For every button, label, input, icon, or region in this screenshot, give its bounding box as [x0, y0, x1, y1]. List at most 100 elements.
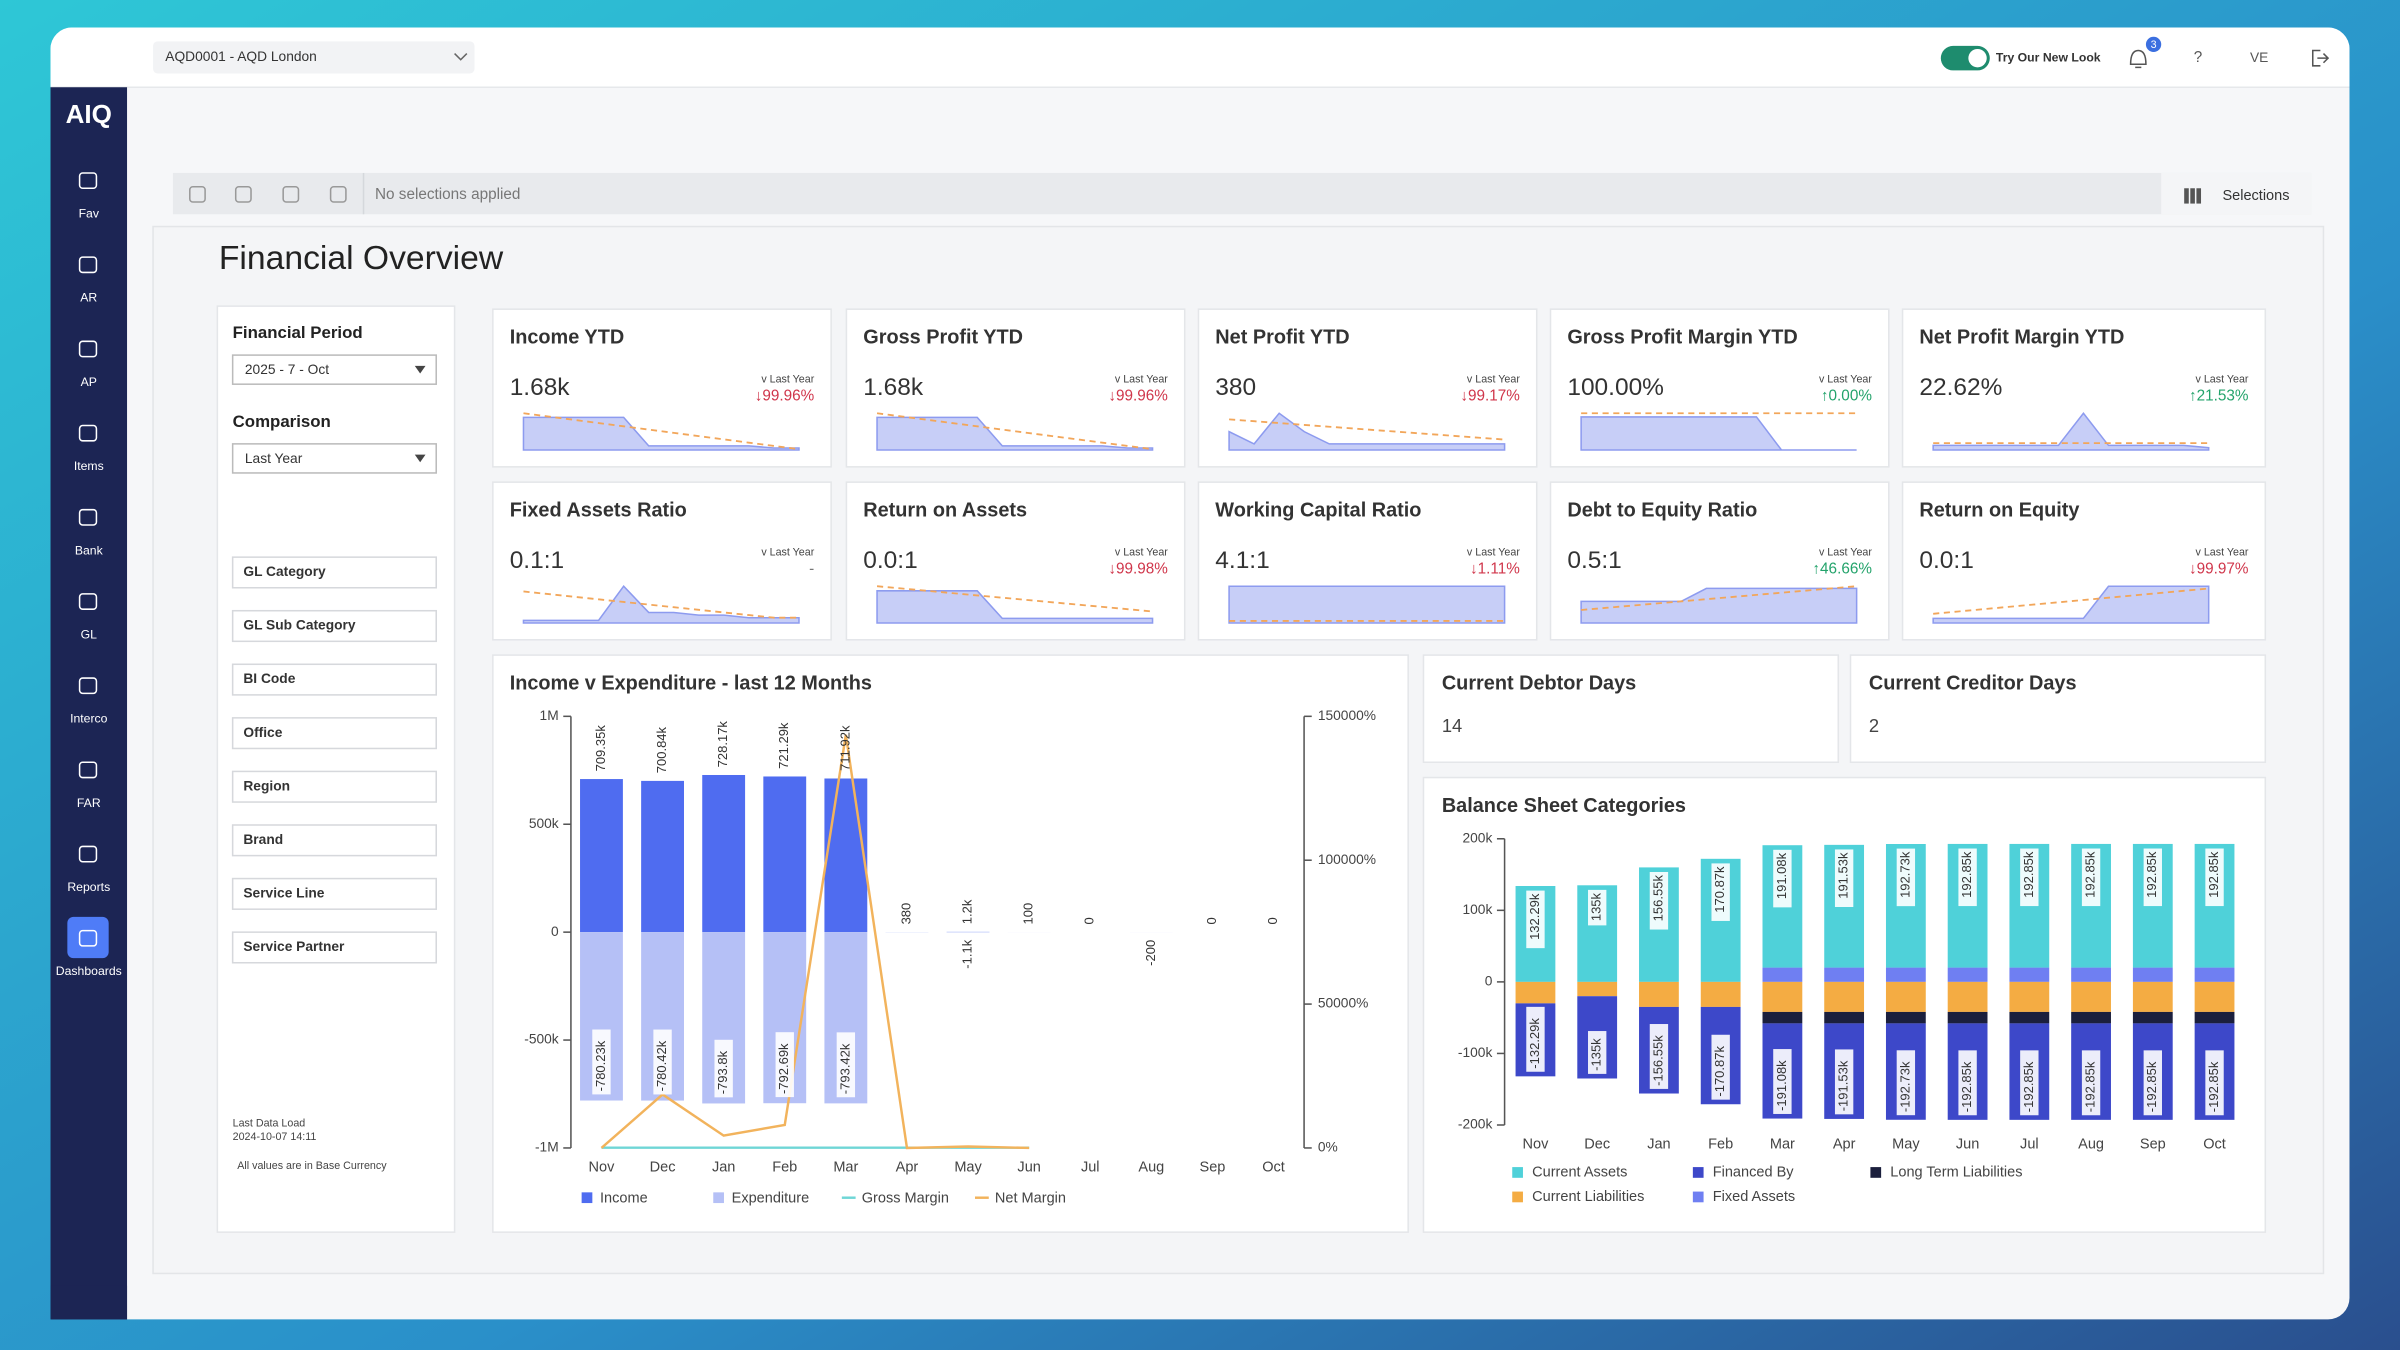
total-label: 170.87k: [1712, 866, 1727, 913]
value-label: -793.42k: [837, 1043, 852, 1094]
day-value: 2: [1869, 715, 1879, 736]
total-label: -132.29k: [1527, 1018, 1542, 1069]
total-label-bg: [1588, 889, 1607, 926]
x-tick-label: Jan: [1647, 1137, 1670, 1153]
chart-title: Income v Expenditure - last 12 Months: [510, 672, 872, 694]
nav-label: FAR: [77, 796, 101, 810]
value-label: 728.17k: [715, 721, 730, 768]
legend-item: Long Term Liabilities: [1870, 1164, 2023, 1180]
bar-segment: [2132, 1011, 2173, 1024]
filter-field[interactable]: GL Sub Category: [231, 609, 437, 643]
value-label: -200: [1143, 940, 1158, 966]
total-label: -192.85k: [2083, 1061, 2098, 1112]
nav-item[interactable]: GL: [78, 593, 98, 642]
field-label: GL Sub Category: [243, 618, 356, 633]
filter-field[interactable]: BI Code: [231, 663, 437, 696]
day-card: [1422, 654, 1840, 764]
total-label: -192.85k: [2021, 1061, 2036, 1112]
y-tick-label: -1M: [535, 1140, 559, 1155]
selections-button[interactable]: Selections: [2161, 172, 2312, 215]
nav-icon: [78, 340, 98, 358]
nav-item[interactable]: Fav: [79, 172, 100, 221]
kpi-value: 100.00%: [1567, 374, 1664, 401]
value-label: 0: [1265, 917, 1280, 924]
nav-item[interactable]: AR: [78, 256, 98, 305]
value-label-bg: [775, 1032, 794, 1098]
total-label: 192.73k: [1897, 851, 1912, 898]
selections-icon: [2190, 188, 2195, 204]
filter-field[interactable]: Region: [231, 770, 437, 803]
dropdown-box: [231, 354, 437, 385]
entity-dropdown[interactable]: AQD0001 - AQD London: [153, 41, 475, 74]
filter-dropdown[interactable]: Last Year: [231, 443, 437, 474]
bar-segment: [1762, 967, 1803, 982]
nav-icon: [78, 593, 98, 610]
help-button[interactable]: ?: [2194, 49, 2203, 66]
user-menu[interactable]: VE: [2250, 50, 2268, 65]
bar-segment: [1947, 967, 1988, 982]
bar-segment: [1947, 1011, 1988, 1024]
filter-field[interactable]: Brand: [231, 824, 437, 857]
currency-note: All values are in Base Currency: [237, 1160, 387, 1172]
logout-button[interactable]: [2311, 49, 2330, 67]
x-tick-label: Oct: [1262, 1160, 1285, 1176]
filter-dropdown[interactable]: 2025 - 7 - Oct: [231, 354, 437, 385]
x-tick-label: Aug: [1138, 1160, 1164, 1176]
field-box: [231, 609, 437, 643]
day-title: Current Debtor Days: [1442, 672, 1636, 694]
notifications[interactable]: 3: [2129, 36, 2162, 69]
nav-item[interactable]: Interco: [70, 677, 108, 726]
sparkline-area: [876, 590, 1154, 624]
y-tick-label: -500k: [524, 1032, 559, 1047]
kpi-title: Debt to Equity Ratio: [1567, 499, 1757, 521]
y-tick-label: 0: [551, 924, 559, 939]
nav-item[interactable]: Items: [74, 424, 104, 474]
total-label: -170.87k: [1712, 1046, 1727, 1097]
field-label: GL Category: [243, 564, 326, 579]
dropdown-box: [153, 41, 475, 74]
bar: [763, 776, 807, 933]
bar-segment: [1700, 981, 1741, 1007]
x-tick-label: Apr: [896, 1160, 919, 1176]
nav-item[interactable]: FAR: [77, 761, 101, 810]
logout-icon: [2311, 49, 2330, 67]
nav-item[interactable]: Reports: [67, 845, 110, 894]
value-label: 1.2k: [959, 899, 974, 924]
value-label-bg: [836, 1032, 856, 1098]
x-tick-label: Mar: [833, 1160, 858, 1176]
bar-segment: [2009, 967, 2050, 982]
filter-field[interactable]: GL Category: [231, 556, 437, 589]
total-label: 132.29k: [1527, 893, 1542, 940]
total-label-bg: [2143, 1050, 2162, 1116]
total-label-bg: [1711, 1034, 1730, 1100]
y-tick-label: 100k: [1462, 902, 1492, 917]
toggle-label: Try Our New Look: [1996, 50, 2101, 64]
sparkline-last-year: [1581, 585, 1857, 611]
field-label: Office: [243, 725, 282, 740]
filter-field[interactable]: Service Line: [231, 877, 437, 910]
bar-segment: [1515, 981, 1556, 1004]
total-label-bg: [1958, 1050, 1977, 1116]
bar: [580, 779, 623, 933]
filter-field[interactable]: Office: [231, 717, 437, 750]
kpi-value: 0.0:1: [1919, 547, 1973, 574]
new-look-toggle[interactable]: Try Our New Look: [1940, 45, 2101, 71]
nav-item[interactable]: Dashboards: [56, 916, 122, 978]
nav-item[interactable]: AP: [78, 340, 98, 389]
sparkline-last-year: [523, 412, 800, 451]
legend-label: Financed By: [1713, 1164, 1795, 1180]
filter-field[interactable]: Service Partner: [231, 931, 437, 964]
chart-card: [492, 654, 1409, 1233]
total-label-bg: [1773, 849, 1792, 908]
value-label: 711.92k: [837, 725, 852, 771]
nav-item[interactable]: Bank: [75, 508, 104, 558]
y-tick-label: 200k: [1462, 830, 1492, 845]
total-label-bg: [1526, 1006, 1545, 1072]
filter-label: Comparison: [233, 412, 331, 431]
bar-segment: [2009, 981, 2050, 1012]
kpi-vs: v Last Year: [1819, 546, 1872, 558]
kpi-value: 0.5:1: [1567, 547, 1621, 574]
badge-count: 3: [2151, 39, 2157, 51]
sparkline-last-year: [876, 585, 1153, 613]
